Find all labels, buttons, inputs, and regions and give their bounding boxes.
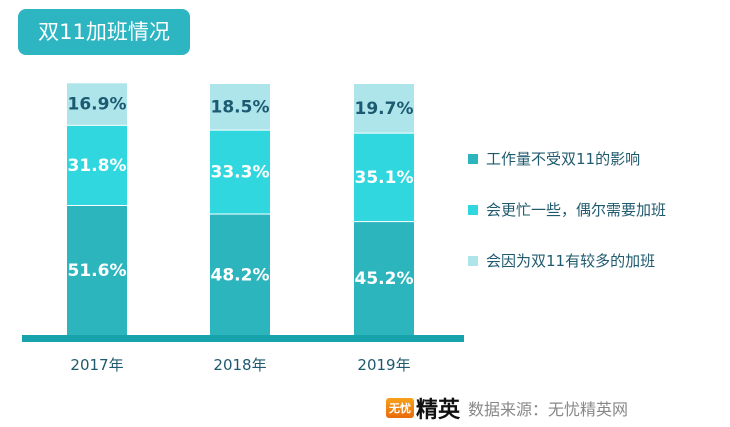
logo-big: 精英 xyxy=(416,398,461,423)
legend-item: 会因为双11有较多的加班 xyxy=(468,250,655,271)
x-tick-label: 2017年 xyxy=(70,356,123,374)
legend-label: 工作量不受双11的影响 xyxy=(486,150,641,168)
bar-segment xyxy=(354,133,414,222)
data-label: 31.8% xyxy=(68,156,127,176)
logo-small: 无忧 xyxy=(386,398,414,418)
data-label: 45.2% xyxy=(355,269,414,289)
legend-label: 会更忙一些，偶尔需要加班 xyxy=(486,201,667,219)
bar-segment xyxy=(210,214,270,335)
x-axis xyxy=(22,335,464,342)
bar-segment xyxy=(67,83,127,125)
legend-swatch xyxy=(468,153,478,164)
bar-segment xyxy=(354,222,414,335)
legend-swatch xyxy=(468,204,478,215)
data-label: 33.3% xyxy=(211,163,270,183)
source: 无忧 精英 数据来源：无忧精英网 xyxy=(386,392,628,424)
legend-item: 会更忙一些，偶尔需要加班 xyxy=(468,199,666,220)
data-label: 35.1% xyxy=(355,168,414,188)
legend-item: 工作量不受双11的影响 xyxy=(468,148,640,169)
legend-label: 会因为双11有较多的加班 xyxy=(486,252,656,270)
data-label: 48.2% xyxy=(211,265,270,285)
legend-swatch xyxy=(468,255,478,266)
bar-segment xyxy=(210,130,270,214)
data-label: 19.7% xyxy=(355,99,414,119)
data-label: 16.9% xyxy=(68,95,127,115)
data-label: 18.5% xyxy=(211,97,270,117)
bar-segment xyxy=(67,125,127,205)
chart-title: 双11加班情况 xyxy=(18,9,190,55)
bar-segment xyxy=(67,205,127,335)
x-tick-label: 2019年 xyxy=(357,356,410,374)
data-label: 51.6% xyxy=(68,261,127,281)
bar-segment xyxy=(354,84,414,133)
bar-segment xyxy=(210,84,270,130)
x-tick-label: 2018年 xyxy=(213,356,266,374)
source-text: 数据来源：无忧精英网 xyxy=(468,400,629,419)
